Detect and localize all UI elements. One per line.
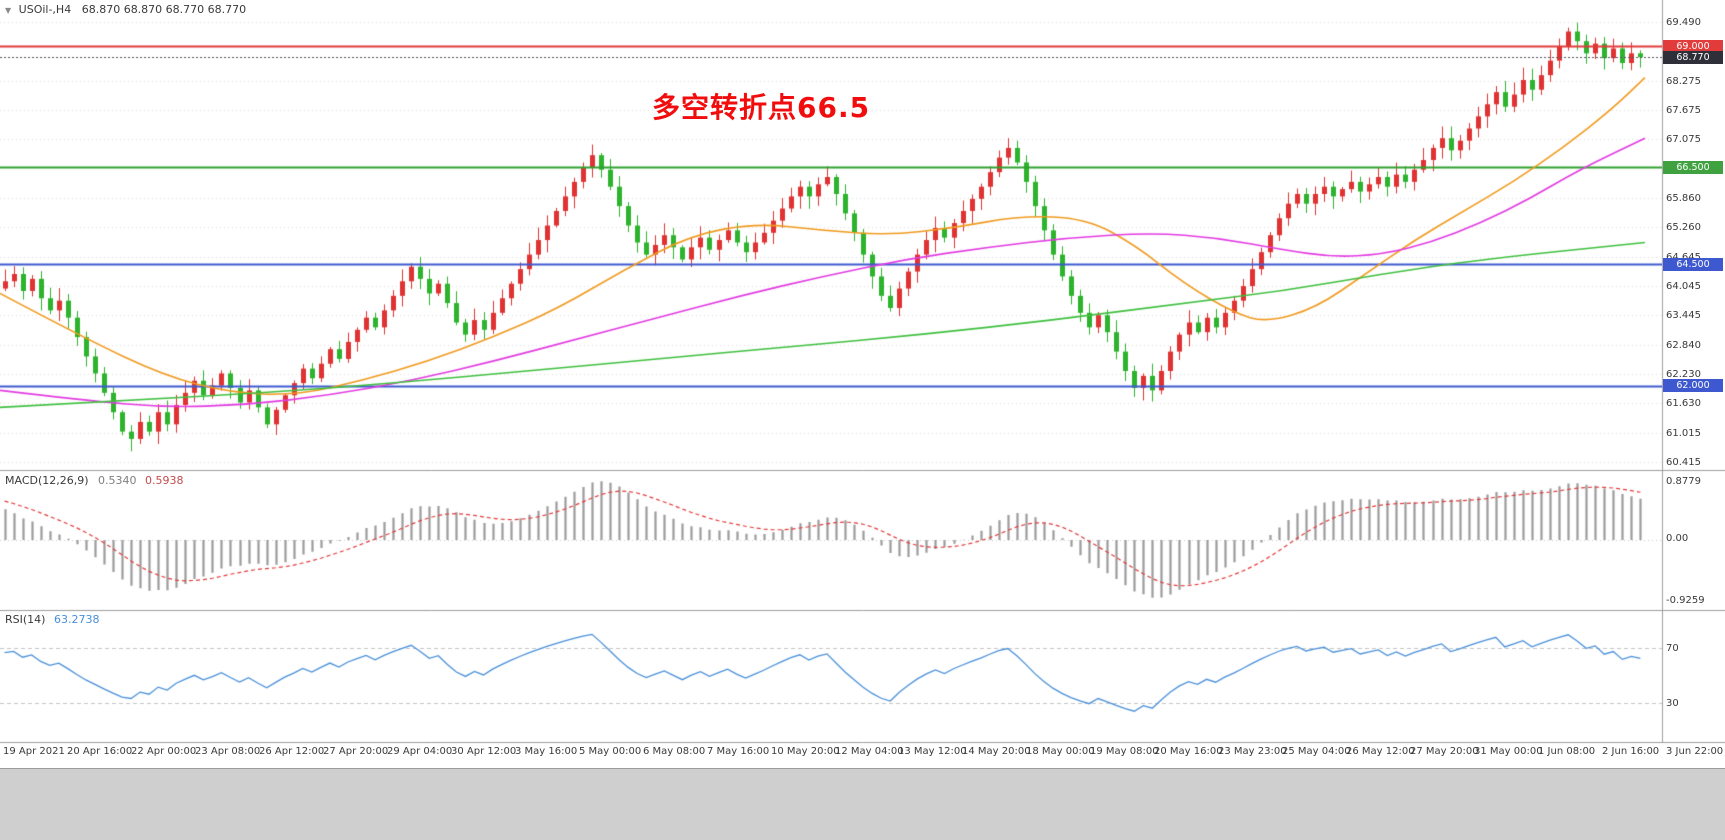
time-axis-label: 27 Apr 20:00 (323, 746, 389, 757)
time-axis-label: 23 May 23:00 (1218, 746, 1287, 757)
chart-canvas[interactable] (0, 0, 1725, 768)
rsi-header: RSI(14) 63.2738 (5, 613, 99, 626)
chart-header: ▼ USOil-,H4 68.870 68.870 68.770 68.770 (5, 3, 246, 16)
chart-dropdown-icon[interactable]: ▼ (5, 5, 12, 15)
time-axis-label: 3 May 16:00 (515, 746, 578, 757)
time-axis-label: 29 Apr 04:00 (387, 746, 453, 757)
price-tick-label: 63.445 (1666, 310, 1701, 322)
price-tick-label: 64.645 (1666, 252, 1701, 263)
time-axis-label: 12 May 04:00 (835, 746, 904, 757)
price-tick-label: 61.630 (1666, 398, 1701, 410)
time-axis-label: 3 Jun 22:00 (1666, 746, 1724, 757)
time-axis-label: 13 May 12:00 (898, 746, 967, 757)
price-level-badge: 68.770 (1663, 50, 1723, 64)
time-axis-label: 14 May 20:00 (962, 746, 1031, 757)
macd-axis-min-label: -0.9259 (1666, 595, 1705, 606)
price-level-badge: 69.000 (1663, 39, 1723, 53)
chart-annotation-text: 多空转折点66.5 (652, 91, 871, 124)
time-axis-label: 20 Apr 16:00 (67, 746, 133, 757)
price-tick-label: 65.260 (1666, 222, 1701, 234)
window-footer (0, 768, 1725, 840)
time-axis-label: 19 May 08:00 (1090, 746, 1159, 757)
time-axis-label: 31 May 00:00 (1474, 746, 1543, 757)
price-tick-label: 69.490 (1666, 17, 1701, 29)
price-tick-label: 67.075 (1666, 134, 1701, 146)
time-axis-label: 30 Apr 12:00 (451, 746, 517, 757)
macd-axis-max-label: 0.8779 (1666, 476, 1701, 487)
rsi-level-label: 70 (1666, 643, 1679, 654)
time-axis-label: 27 May 20:00 (1410, 746, 1479, 757)
time-axis-label: 5 May 00:00 (579, 746, 642, 757)
time-axis-label: 10 May 20:00 (771, 746, 840, 757)
time-axis-label: 22 Apr 00:00 (131, 746, 197, 757)
time-axis-label: 1 Jun 08:00 (1538, 746, 1596, 757)
ohlc-values: 68.870 68.870 68.770 68.770 (81, 3, 247, 16)
price-tick-label: 67.675 (1666, 105, 1701, 117)
time-axis-label: 25 May 04:00 (1282, 746, 1351, 757)
price-tick-label: 64.045 (1666, 281, 1701, 293)
time-axis-label: 7 May 16:00 (707, 746, 770, 757)
price-tick-label: 65.860 (1666, 193, 1701, 205)
price-level-badge: 62.000 (1663, 379, 1723, 393)
macd-header: MACD(12,26,9) 0.5340 0.5938 (5, 474, 184, 487)
time-axis-label: 20 May 16:00 (1154, 746, 1223, 757)
time-axis-label: 6 May 08:00 (643, 746, 706, 757)
price-tick-label: 60.415 (1666, 457, 1701, 469)
time-axis-label: 19 Apr 2021 (3, 746, 65, 757)
price-tick-label: 68.275 (1666, 76, 1701, 88)
macd-axis-zero-label: 0.00 (1666, 533, 1689, 544)
price-level-badge: 66.500 (1663, 160, 1723, 174)
symbol-period-label: USOil-,H4 (18, 3, 72, 16)
time-axis-label: 2 Jun 16:00 (1602, 746, 1660, 757)
rsi-label: RSI(14) (5, 613, 46, 626)
price-level-badge: 64.500 (1663, 257, 1723, 271)
rsi-level-label: 30 (1666, 698, 1679, 709)
price-tick-label: 61.015 (1666, 428, 1701, 440)
macd-label: MACD(12,26,9) (5, 474, 89, 487)
price-tick-label: 62.230 (1666, 369, 1701, 381)
time-axis-label: 26 Apr 12:00 (259, 746, 325, 757)
macd-main-value: 0.5340 (98, 474, 137, 487)
price-tick-label: 62.840 (1666, 339, 1701, 351)
rsi-value: 63.2738 (53, 613, 100, 626)
time-axis-label: 23 Apr 08:00 (195, 746, 261, 757)
time-axis-label: 26 May 12:00 (1346, 746, 1415, 757)
macd-signal-value: 0.5938 (145, 474, 184, 487)
time-axis-label: 18 May 00:00 (1026, 746, 1095, 757)
